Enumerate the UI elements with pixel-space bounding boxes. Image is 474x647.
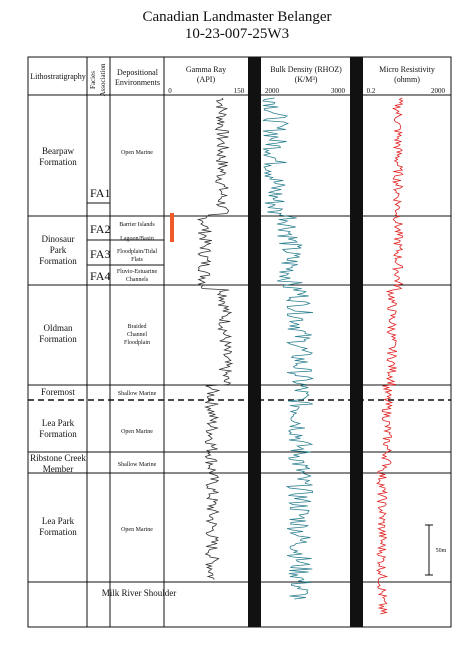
panel-frame bbox=[27, 56, 452, 628]
formation-lea-park-upper-line1: Lea Park bbox=[41, 418, 75, 428]
env-braided-line1: Braided bbox=[127, 324, 147, 330]
env-floodplain-line1: Floodplain/Tidal bbox=[116, 249, 158, 255]
track-divider-1 bbox=[248, 57, 261, 627]
env-floodplain: Floodplain/Tidal Flats bbox=[110, 248, 164, 264]
formation-lea-park-lower-line1: Lea Park bbox=[41, 516, 75, 526]
header-resistivity-name: Micro Resistivity bbox=[379, 65, 435, 74]
header-resistivity-unit: (ohmm) bbox=[394, 75, 420, 84]
formation-ribstone-creek: Ribstone Creek Member bbox=[29, 453, 87, 475]
env-shallow-marine-1: Shallow Marine bbox=[117, 391, 157, 397]
env-open-marine-3: Open Marine bbox=[121, 527, 153, 533]
formation-milk-river: Milk River Shoulder bbox=[29, 588, 249, 599]
chart-title-line1: Canadian Landmaster Belanger bbox=[142, 9, 332, 25]
formation-foremost-line1: Foremost bbox=[40, 387, 75, 397]
env-braided-line3: Floodplain bbox=[123, 340, 150, 346]
env-fluvio-estuarine-line1: Fluvio-Estuarine bbox=[116, 269, 158, 275]
formation-oldman-line2: Formation bbox=[39, 334, 77, 344]
formation-bearpaw-line1: Bearpaw bbox=[42, 146, 74, 156]
track-divider-2 bbox=[350, 57, 363, 627]
formation-dinosaur-park-line1: Dinosaur bbox=[41, 234, 75, 244]
chart-title-line2: 10-23-007-25W3 bbox=[184, 26, 290, 42]
header-gamma-name: Gamma Ray bbox=[185, 65, 227, 74]
header-depositional-1: Depositional bbox=[117, 68, 158, 77]
gamma-ray-curve bbox=[196, 97, 234, 580]
header-density-name: Bulk Density (RHOZ) bbox=[270, 65, 342, 74]
formation-ribstone-creek-line1: Ribstone Creek bbox=[30, 453, 86, 463]
gamma-scale-min: 0 bbox=[168, 87, 172, 95]
scale-bar bbox=[425, 524, 433, 576]
bulk-density-curve bbox=[262, 97, 314, 600]
formation-bearpaw: Bearpaw Formation bbox=[29, 146, 87, 168]
interval-marker bbox=[170, 213, 174, 242]
env-lagoon-basin: Lagoon/Basin bbox=[120, 236, 154, 242]
facies-fa1: FA1 bbox=[90, 186, 111, 200]
header-depositional-2: Environments bbox=[115, 78, 160, 87]
micro-resistivity-curve bbox=[376, 97, 404, 615]
resistivity-scale-max: 2000 bbox=[431, 87, 445, 95]
formation-lea-park-lower: Lea Park Formation bbox=[29, 516, 87, 538]
formation-boundaries bbox=[28, 215, 451, 583]
formation-oldman-line1: Oldman bbox=[43, 323, 73, 333]
scale-bar-label: 50m bbox=[435, 548, 447, 554]
env-fluvio-estuarine: Fluvio-Estuarine Channels bbox=[110, 268, 164, 284]
formation-lea-park-upper-line2: Formation bbox=[39, 429, 77, 439]
header-facies: Facies Association bbox=[89, 63, 107, 97]
env-floodplain-line2: Flats bbox=[131, 257, 143, 263]
env-shallow-marine-2: Shallow Marine bbox=[117, 462, 157, 468]
formation-dinosaur-park-line3: Formation bbox=[39, 256, 77, 266]
formation-milk-river-line1: Milk River Shoulder bbox=[101, 588, 177, 598]
formation-foremost: Foremost bbox=[29, 387, 87, 398]
facies-fa3: FA3 bbox=[90, 247, 111, 261]
env-barrier-islands: Barrier Islands bbox=[119, 222, 155, 228]
density-scale-min: 2000 bbox=[265, 87, 279, 95]
facies-fa4: FA4 bbox=[90, 269, 111, 283]
formation-ribstone-creek-line2: Member bbox=[42, 464, 74, 474]
env-open-marine-2: Open Marine bbox=[121, 429, 153, 435]
header-lithostratigraphy: Lithostratigraphy bbox=[30, 72, 86, 81]
gamma-scale-max: 150 bbox=[233, 87, 245, 95]
formation-oldman: Oldman Formation bbox=[29, 323, 87, 345]
env-braided: Braided Channel Floodplain bbox=[110, 323, 164, 347]
formation-lea-park-upper: Lea Park Formation bbox=[29, 418, 87, 440]
env-open-marine-1: Open Marine bbox=[121, 150, 153, 156]
formation-dinosaur-park-line2: Park bbox=[49, 245, 67, 255]
facies-fa2: FA2 bbox=[90, 222, 111, 236]
formation-bearpaw-line2: Formation bbox=[39, 157, 77, 167]
env-braided-line2: Channel bbox=[127, 332, 147, 338]
resistivity-scale-min: 0.2 bbox=[366, 87, 376, 95]
formation-dinosaur-park: Dinosaur Park Formation bbox=[29, 234, 87, 267]
header-gamma-unit: (API) bbox=[196, 75, 216, 84]
density-scale-max: 3000 bbox=[331, 87, 345, 95]
header-density-unit: (K/M³) bbox=[294, 75, 318, 84]
formation-lea-park-lower-line2: Formation bbox=[39, 527, 77, 537]
env-fluvio-estuarine-line2: Channels bbox=[125, 277, 149, 283]
